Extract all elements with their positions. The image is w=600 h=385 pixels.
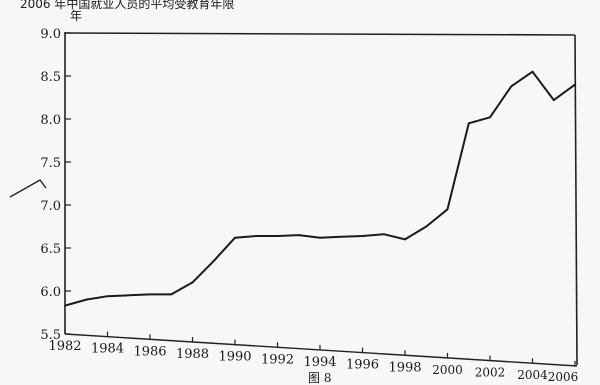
data-point <box>127 294 130 297</box>
right-frame-line <box>574 34 578 366</box>
bottom-axis-line <box>64 333 578 367</box>
x-tick-label: 1990 <box>218 350 251 365</box>
data-point <box>489 116 491 119</box>
x-tick-label: 1982 <box>48 339 81 354</box>
data-point <box>425 225 428 228</box>
data-point <box>64 304 66 307</box>
x-tick-label: 1998 <box>388 360 421 375</box>
data-point <box>446 208 449 211</box>
data-point <box>106 295 109 298</box>
series-line <box>64 70 576 307</box>
plot-frame <box>64 32 578 367</box>
x-tick-label: 2002 <box>475 366 506 380</box>
x-tick-label: 1992 <box>261 352 294 367</box>
x-tick-label: 1986 <box>133 344 166 359</box>
data-point <box>149 293 151 296</box>
y-tick-label: 8.5 <box>40 70 61 85</box>
data-point <box>170 293 173 296</box>
y-tick-label: 5.5 <box>40 328 61 343</box>
top-frame-line <box>64 32 576 36</box>
data-point <box>382 233 385 236</box>
data-point <box>404 238 406 241</box>
x-tick-label: 1994 <box>303 355 336 370</box>
figure-label: 图 8 <box>308 371 331 385</box>
data-point <box>552 99 555 101</box>
data-point <box>234 236 236 239</box>
y-tick-label: 6.5 <box>40 242 61 257</box>
data-point <box>212 260 215 262</box>
x-tick-label: 2006 <box>548 370 579 384</box>
y-tick-label: 9.0 <box>40 27 61 42</box>
y-unit-label: 年 <box>70 9 82 23</box>
x-tick-label: 2000 <box>432 363 463 377</box>
series-layer <box>64 70 576 307</box>
data-point <box>531 70 534 73</box>
y-tick-label: 8.0 <box>40 113 61 128</box>
chart-title-fragment: 2006 年中国就业人员的平均受教育年限 <box>20 0 234 11</box>
data-point <box>255 235 258 237</box>
x-tick-label: 1996 <box>346 358 379 373</box>
data-point <box>467 122 470 125</box>
data-point <box>340 235 343 238</box>
data-point <box>361 235 364 237</box>
data-point <box>297 234 300 237</box>
data-point <box>319 236 321 239</box>
x-tick-label: 2004 <box>517 368 548 382</box>
y-tick-label: 7.0 <box>40 199 61 214</box>
data-point <box>510 85 513 88</box>
y-tick-label: 7.5 <box>40 156 61 171</box>
data-point <box>574 83 576 86</box>
y-axis-ticks: 5.5 6.0 6.5 7.0 7.5 8.0 8.5 9.0 <box>40 27 71 343</box>
x-tick-label: 1988 <box>176 347 209 362</box>
data-point <box>85 298 88 301</box>
data-point <box>276 235 279 237</box>
data-point <box>191 281 194 284</box>
x-axis-ticks: 1982 1984 1986 1988 1990 1992 1994 1996 1998 2000… <box>48 329 578 384</box>
y-tick-label: 6.0 <box>40 285 61 300</box>
x-tick-label: 1984 <box>91 342 124 357</box>
margin-arrow-mark <box>9 179 47 198</box>
